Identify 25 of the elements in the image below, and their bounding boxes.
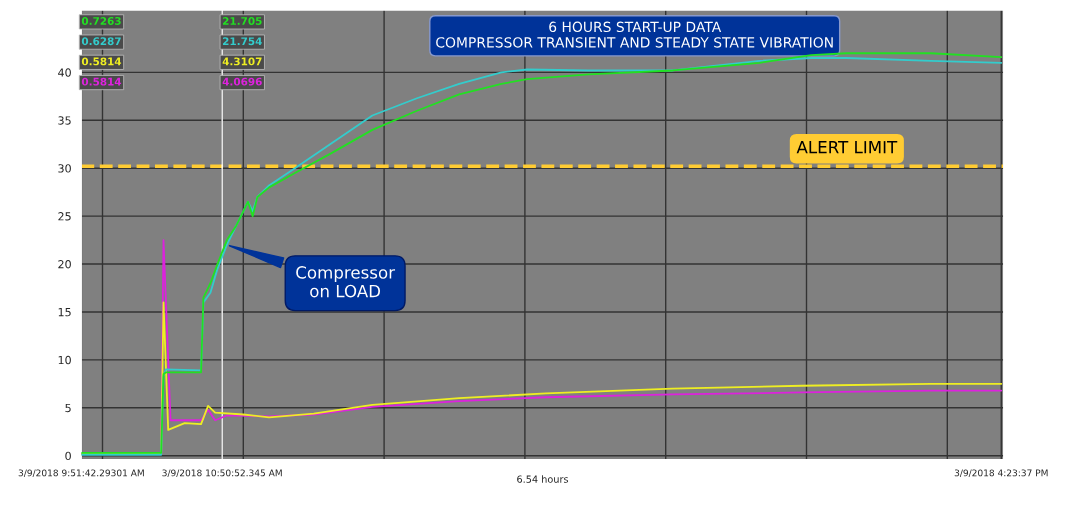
annotation: 0.5814 [81,77,122,86]
text: 6.54 hours [517,475,569,483]
y-tick-label: 10 [58,355,71,365]
annotation: 4.3107 [222,57,262,66]
text: COMPRESSOR TRANSIENT AND STEADY STATE VIBRATION [436,37,833,48]
x-tick-label: 3/9/2018 4:23:37 PM [954,469,1048,477]
annotation: 4.0696 [222,77,262,86]
y-tick-label: 35 [58,116,71,125]
y-tick-label: 30 [58,164,71,173]
y-tick-label: 0 [65,451,71,461]
y-tick-label: 40 [58,68,71,77]
annotation: 0.6287 [81,37,121,46]
annotation: Compressor on LOAD [296,266,396,298]
ref-line-label: ALERT LIMIT [796,141,898,154]
annotation: 0.7263 [81,17,121,25]
y-tick-label: 15 [58,308,71,317]
y-tick-label: 25 [58,212,71,221]
x-tick-label: 3/9/2018 10:50:52.345 AM [162,469,282,477]
y-tick-label: 20 [58,260,71,269]
annotation: 0.5814 [81,57,122,66]
annotation: 21.705 [223,17,262,25]
y-tick-label: 5 [65,403,71,413]
text: 6 HOURS START-UP DATA [549,21,722,33]
x-tick-label: 3/9/2018 9:51:42.29301 AM [18,469,144,477]
annotation: 21.754 [223,37,262,46]
